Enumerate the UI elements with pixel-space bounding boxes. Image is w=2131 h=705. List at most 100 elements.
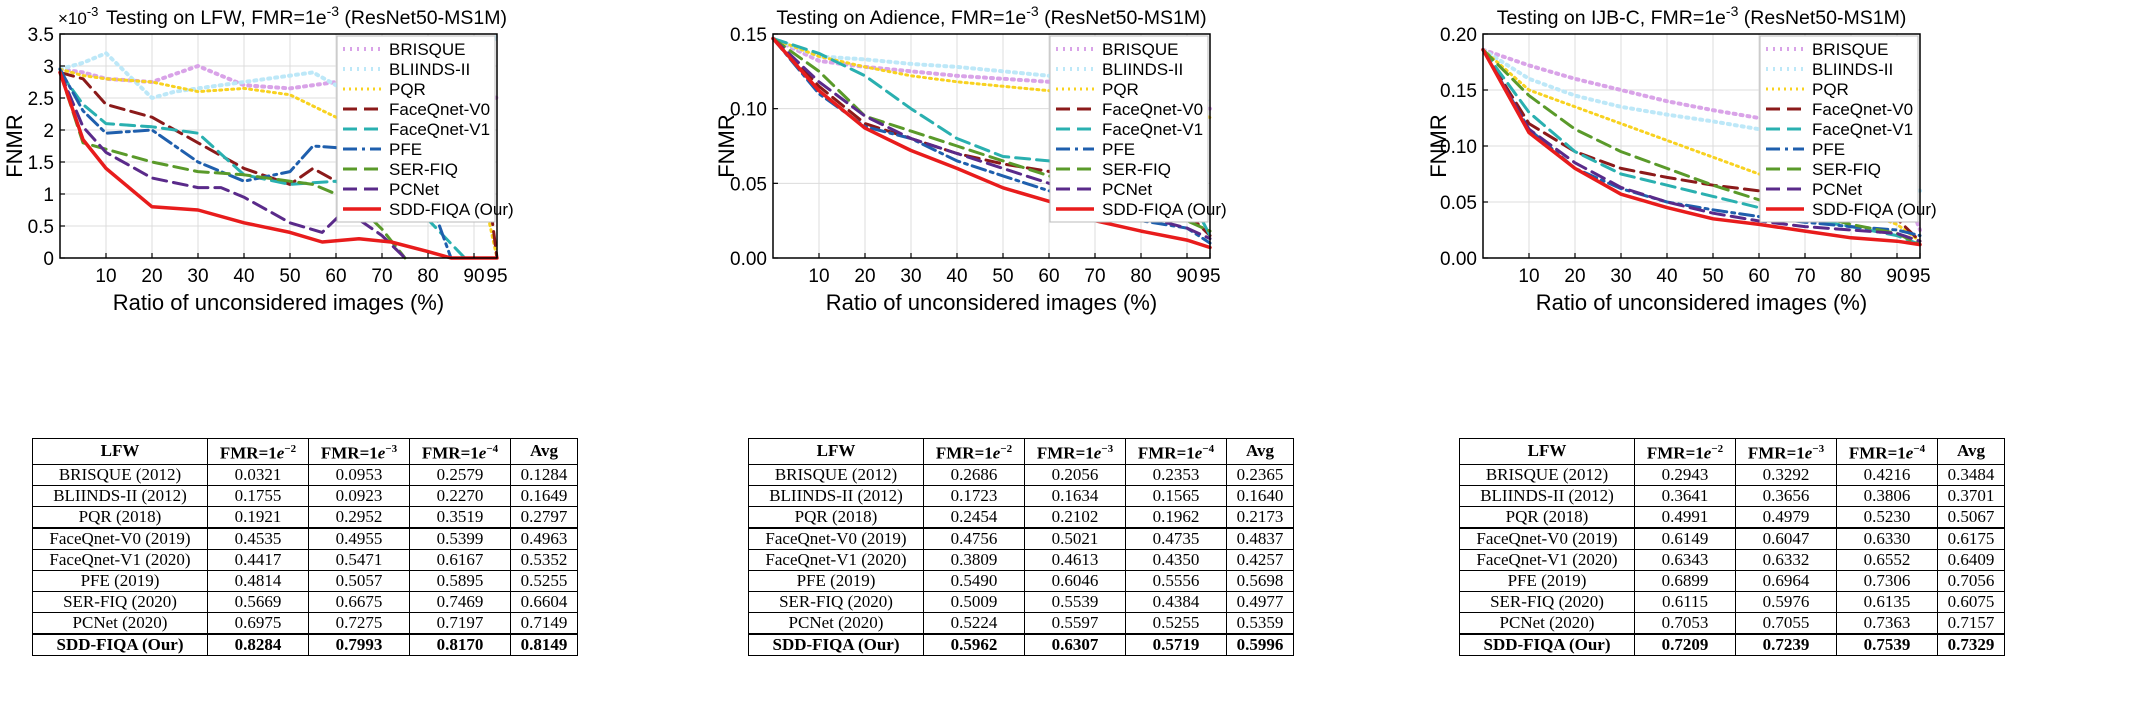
table-cell: 0.5067 [1937, 505, 2005, 529]
table-row: FaceQnet-V0 (2019) 0.4535 0.4955 0.5399 0.49… [32, 526, 578, 550]
y-axis-label: FNMR [1426, 114, 1451, 178]
legend-label: FaceQnet-V1 [1102, 120, 1203, 139]
table-cell: 0.0321 [207, 463, 309, 486]
table-cell: 0.6899 [1634, 569, 1736, 592]
table-cell: SDD-FIQA (Our) [748, 632, 924, 656]
table-cell: PCNet (2020) [1459, 611, 1635, 635]
table-cell: FaceQnet-V0 (2019) [32, 526, 208, 550]
x-tick-label: 10 [95, 266, 116, 287]
table-cell: 0.6046 [1024, 569, 1126, 592]
table-cell: 0.6675 [308, 590, 410, 613]
table-cell: FaceQnet-V0 (2019) [748, 526, 924, 550]
x-tick-label: 30 [1610, 266, 1631, 287]
table-row: BLIINDS-II (2012) 0.3641 0.3656 0.3806 0.370… [1459, 484, 2005, 507]
x-tick-label: 60 [1748, 266, 1769, 287]
y-tick-label: 0.10 [1440, 137, 1477, 158]
x-tick-label: 95 [1909, 266, 1930, 287]
table-header-cell: FMR=1e−2 [207, 438, 309, 465]
table-row: SER-FIQ (2020) 0.6115 0.5976 0.6135 0.6075 [1459, 590, 2005, 613]
chart-adience: 10 20 30 40 50 60 70 80 90 95 0.00 0.05 0.10 0.15 Test… [714, 3, 1227, 315]
table-row: SER-FIQ (2020) 0.5669 0.6675 0.7469 0.6604 [32, 590, 578, 613]
table-cell: 0.3484 [1937, 463, 2005, 486]
y-tick-label: 0 [43, 249, 54, 270]
chart-title-suffix: (ResNet50-MS1M) [1738, 7, 1906, 29]
table-lfw: LFW FMR=1e−2 FMR=1e−3 FMR=1e−4 Avg BRISQUE (2… [32, 438, 578, 656]
table-cell: 0.2943 [1634, 463, 1736, 486]
table-cell: SER-FIQ (2020) [748, 590, 924, 613]
table-row: FaceQnet-V1 (2020) 0.4417 0.5471 0.6167 0.53… [32, 548, 578, 571]
x-tick-label: 90 [1176, 266, 1197, 287]
y-tick-label: 0.5 [28, 217, 54, 238]
chart-title-suffix: (ResNet50-MS1M) [1039, 7, 1207, 29]
table-row: BLIINDS-II (2012) 0.1723 0.1634 0.1565 0.164… [748, 484, 1294, 507]
table-cell: 0.7197 [409, 611, 511, 635]
table-cell: 0.6307 [1024, 632, 1126, 656]
table-cell: 0.5597 [1024, 611, 1126, 635]
table-header-cell: LFW [1459, 438, 1635, 465]
series-line-6 [1481, 48, 1922, 247]
x-tick-label: 40 [946, 266, 967, 287]
table-cell: 0.1284 [510, 463, 578, 486]
x-tick-label: 10 [808, 266, 829, 287]
table-cell: 0.5057 [308, 569, 410, 592]
y-multiplier: ×10-3 [58, 4, 98, 28]
x-tick-label: 95 [1199, 266, 1220, 287]
table-cell: BRISQUE (2012) [32, 463, 208, 486]
table-cell: 0.5669 [207, 590, 309, 613]
x-tick-label: 50 [279, 266, 300, 287]
y-tick-label: 2 [43, 121, 54, 142]
table-cell: 0.2686 [923, 463, 1025, 486]
table-row: PCNet (2020) 0.6975 0.7275 0.7197 0.7149 [32, 611, 578, 635]
table-header-row: LFW FMR=1e−2 FMR=1e−3 FMR=1e−4 Avg [748, 438, 1294, 465]
table-cell: 0.6075 [1937, 590, 2005, 613]
table-cell: 0.1723 [923, 484, 1025, 507]
table-cell: 0.4756 [923, 526, 1025, 550]
legend-label: PFE [1812, 140, 1845, 159]
table-cell: SDD-FIQA (Our) [1459, 632, 1635, 656]
legend-label: FaceQnet-V0 [389, 100, 490, 119]
chart-title: Testing on LFW, FMR=1e-3 (ResNet50-MS1M) [106, 3, 507, 29]
panel-ijbc: 10 20 30 40 50 60 70 80 90 95 0.00 0.05 0.10 0.15 0.20… [1424, 0, 2131, 705]
table-cell: 0.4991 [1634, 505, 1736, 529]
table-header-cell: LFW [748, 438, 924, 465]
series-line-8 [771, 36, 1212, 250]
legend-label: FaceQnet-V1 [1812, 120, 1913, 139]
x-tick-label: 30 [187, 266, 208, 287]
table-cell: 0.5359 [1226, 611, 1294, 635]
table-cell: BLIINDS-II (2012) [748, 484, 924, 507]
table-cell: 0.7056 [1937, 569, 2005, 592]
table-cell: 0.6330 [1836, 526, 1938, 550]
table-cell: 0.5698 [1226, 569, 1294, 592]
table-cell: 0.5399 [409, 526, 511, 550]
table-cell: 0.4257 [1226, 548, 1294, 571]
legend-label: BLIINDS-II [389, 60, 470, 79]
table-cell: 0.4963 [510, 526, 578, 550]
table-cell: 0.4814 [207, 569, 309, 592]
table-cell: 0.7539 [1836, 632, 1938, 656]
table-cell: 0.1649 [510, 484, 578, 507]
chart-title: Testing on IJB-C, FMR=1e-3 (ResNet50-MS1… [1497, 3, 1907, 29]
table-row: PQR (2018) 0.1921 0.2952 0.3519 0.2797 [32, 505, 578, 529]
legend-label: PQR [389, 80, 426, 99]
table-cell: 0.5230 [1836, 505, 1938, 529]
table-cell: 0.5255 [1125, 611, 1227, 635]
table-cell: 0.6115 [1634, 590, 1736, 613]
table-cell: 0.6135 [1836, 590, 1938, 613]
x-tick-label: 50 [1702, 266, 1723, 287]
table-cell: 0.3806 [1836, 484, 1938, 507]
legend-label: BLIINDS-II [1102, 60, 1183, 79]
table-cell: PFE (2019) [32, 569, 208, 592]
table-cell: 0.6975 [207, 611, 309, 635]
y-tick-label: 0.10 [730, 100, 767, 121]
table-cell: 0.3292 [1735, 463, 1837, 486]
table-cell: 0.0923 [308, 484, 410, 507]
table-cell: PCNet (2020) [748, 611, 924, 635]
y-axis-label: FNMR [2, 114, 27, 178]
series-line-3 [1481, 48, 1922, 243]
table-cell: 0.1755 [207, 484, 309, 507]
table-cell: 0.5996 [1226, 632, 1294, 656]
x-tick-label: 40 [1656, 266, 1677, 287]
x-axis-label: Ratio of unconsidered images (%) [1536, 290, 1867, 315]
table-cell: 0.3641 [1634, 484, 1736, 507]
table-header-cell: FMR=1e−3 [308, 438, 410, 465]
